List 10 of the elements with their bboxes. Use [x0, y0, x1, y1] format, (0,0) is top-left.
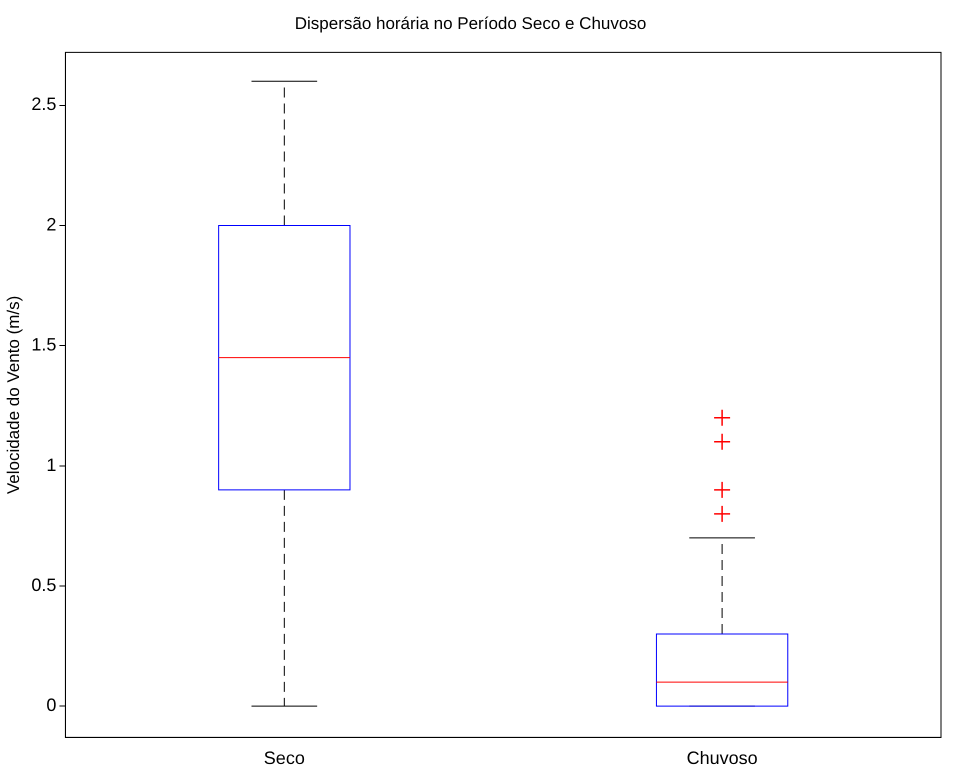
y-tick-label: 0.5: [31, 574, 56, 595]
y-tick-label: 2: [46, 214, 56, 234]
x-tick-label: Chuvoso: [686, 748, 758, 768]
y-tick-label: 1.5: [31, 334, 56, 355]
y-tick-label: 0: [46, 695, 56, 716]
y-axis-title: Velocidade do Vento (m/s): [4, 296, 23, 494]
y-tick-label: 2.5: [31, 94, 56, 114]
y-tick-label: 1: [46, 454, 56, 475]
x-tick-label: Seco: [264, 748, 305, 768]
chart-title: Dispersão horária no Período Seco e Chuvoso: [294, 14, 646, 33]
